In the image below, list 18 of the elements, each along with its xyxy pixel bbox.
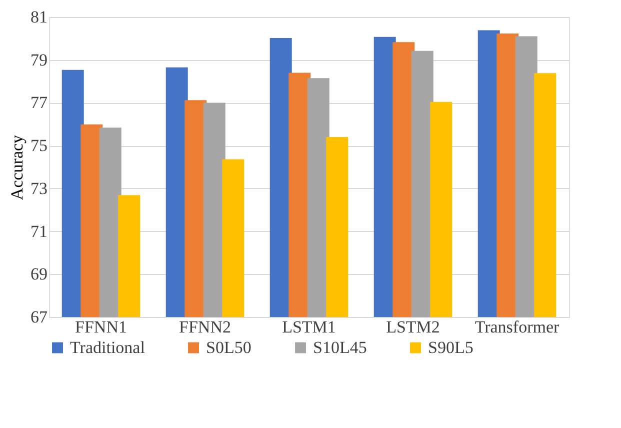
y-axis-title: Accuracy: [8, 134, 26, 200]
x-tick-label: Transformer: [474, 318, 560, 336]
x-tick-label: LSTM2: [386, 318, 440, 336]
y-tick-label: 81: [30, 8, 48, 26]
legend-label: S10L45: [313, 338, 367, 357]
x-tick-label: FFNN2: [179, 318, 231, 336]
y-tick-label: 71: [30, 222, 48, 241]
legend-label: S90L5: [428, 338, 474, 357]
y-tick-label: 75: [30, 136, 48, 156]
x-tick-label: LSTM1: [282, 318, 336, 336]
y-tick-label: 73: [30, 178, 48, 198]
x-tick-label: FFNN1: [75, 318, 127, 336]
y-tick-label: 79: [30, 50, 48, 70]
y-tick-label: 67: [30, 308, 48, 326]
legend-label: Traditional: [70, 338, 146, 357]
y-tick-label: 69: [30, 264, 48, 284]
legend-label: S0L50: [206, 338, 252, 357]
y-tick-label: 77: [30, 93, 48, 112]
